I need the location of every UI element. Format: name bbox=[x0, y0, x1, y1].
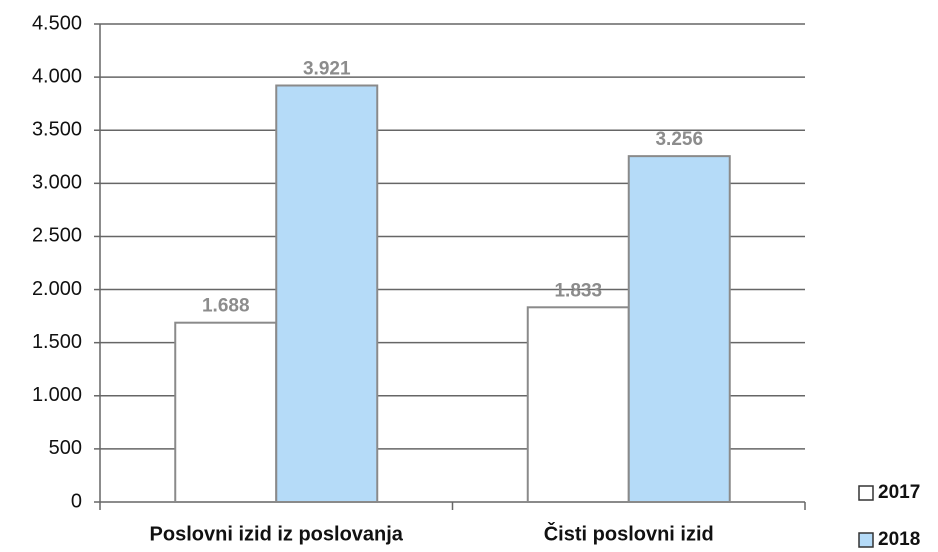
x-tick-label: Čisti poslovni izid bbox=[544, 521, 714, 545]
y-tick-label: 1.500 bbox=[32, 331, 82, 353]
data-label: 3.256 bbox=[655, 129, 703, 150]
bar bbox=[627, 155, 731, 503]
y-tick-label: 2.500 bbox=[32, 225, 82, 247]
y-tick-label: 2.000 bbox=[32, 278, 82, 300]
y-tick-label: 4.500 bbox=[32, 12, 82, 34]
y-tick-label: 500 bbox=[49, 437, 82, 459]
y-tick-label: 4.000 bbox=[32, 65, 82, 87]
y-tick-label: 3.000 bbox=[32, 172, 82, 194]
data-label: 1.688 bbox=[202, 296, 250, 317]
bar bbox=[275, 84, 379, 504]
y-tick-label: 3.500 bbox=[32, 119, 82, 141]
legend-label: 2017 bbox=[878, 482, 920, 503]
x-tick-label: Poslovni izid iz poslovanja bbox=[150, 523, 404, 545]
y-tick-label: 1.000 bbox=[32, 384, 82, 406]
bar bbox=[526, 306, 630, 504]
legend-swatch bbox=[858, 532, 874, 548]
legend-swatch bbox=[858, 485, 874, 501]
bar bbox=[174, 321, 278, 504]
data-label: 3.921 bbox=[303, 59, 351, 80]
data-label: 1.833 bbox=[554, 280, 602, 301]
legend-label: 2018 bbox=[878, 529, 920, 550]
y-tick-label: 0 bbox=[71, 490, 82, 512]
